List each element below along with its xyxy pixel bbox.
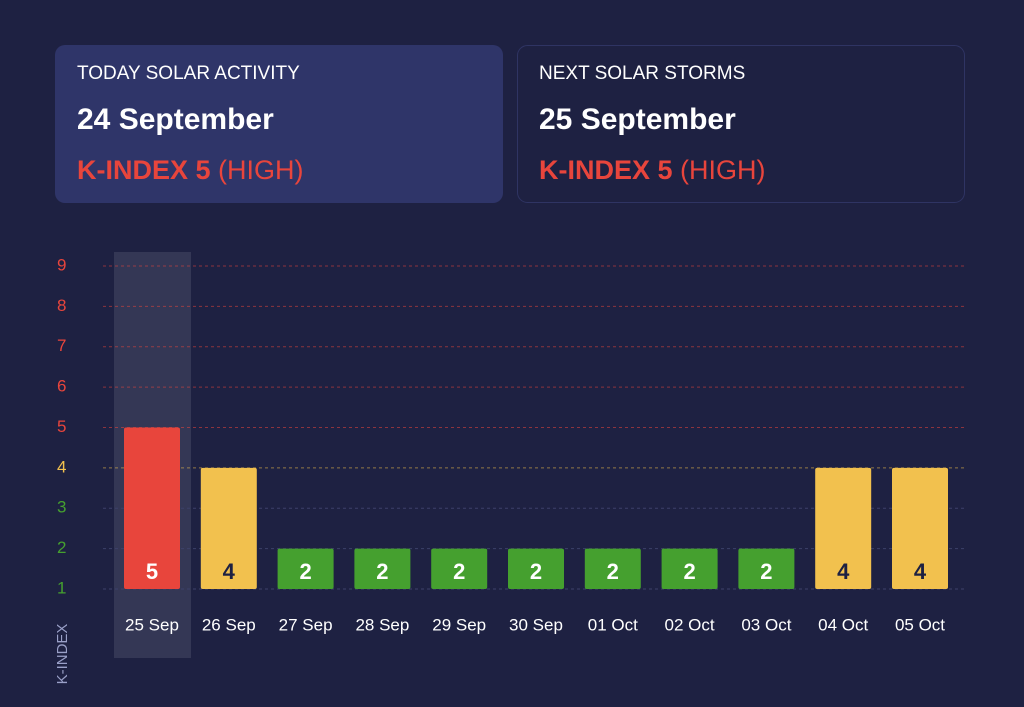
y-tick-label: 9 <box>57 255 66 274</box>
bar <box>277 548 334 589</box>
card-index: K-INDEX 5 <box>77 155 211 185</box>
x-tick-label: 28 Sep <box>355 615 409 634</box>
value-label: 4 <box>914 559 927 584</box>
value-label: 2 <box>530 559 542 584</box>
y-tick-label: 4 <box>57 457 66 476</box>
card-heading: NEXT SOLAR STORMS <box>539 63 745 84</box>
card-heading: TODAY SOLAR ACTIVITY <box>77 63 300 84</box>
bar <box>661 548 718 589</box>
card-date: 24 September <box>77 103 274 136</box>
x-tick-label: 05 Oct <box>895 615 945 634</box>
y-tick-label: 3 <box>57 498 66 517</box>
bar <box>584 548 641 589</box>
bar <box>431 548 488 589</box>
y-tick-label: 2 <box>57 538 66 557</box>
bar <box>508 548 564 589</box>
bar <box>815 467 872 589</box>
card-date: 25 September <box>539 103 736 136</box>
bar <box>354 548 411 589</box>
y-axis-label: K-INDEX <box>54 624 71 685</box>
y-tick-label: 7 <box>57 336 66 355</box>
value-label: 4 <box>223 559 236 584</box>
x-tick-label: 25 Sep <box>125 615 179 634</box>
y-tick-label: 8 <box>57 296 66 315</box>
x-tick-label: 01 Oct <box>588 615 638 634</box>
x-tick-label: 26 Sep <box>202 615 256 634</box>
x-tick-label: 04 Oct <box>818 615 868 634</box>
card-index-line: K-INDEX 5 (HIGH) <box>539 155 766 185</box>
bar <box>200 467 257 589</box>
value-label: 5 <box>146 559 158 584</box>
bar <box>892 467 948 589</box>
x-tick-label: 30 Sep <box>509 615 563 634</box>
value-label: 2 <box>453 559 465 584</box>
y-tick-label: 6 <box>57 377 66 396</box>
x-tick-label: 02 Oct <box>665 615 715 634</box>
card-next <box>517 45 965 203</box>
x-tick-label: 27 Sep <box>279 615 333 634</box>
card-level: (HIGH) <box>218 155 303 185</box>
card-index: K-INDEX 5 <box>539 155 673 185</box>
value-label: 2 <box>299 559 311 584</box>
card-level: (HIGH) <box>680 155 765 185</box>
value-label: 2 <box>683 559 695 584</box>
y-tick-label: 1 <box>57 578 66 597</box>
bar <box>124 427 180 589</box>
x-tick-label: 03 Oct <box>741 615 791 634</box>
x-tick-label: 29 Sep <box>432 615 486 634</box>
value-label: 4 <box>837 559 850 584</box>
card-today <box>55 45 503 203</box>
card-index-line: K-INDEX 5 (HIGH) <box>77 155 304 185</box>
y-tick-label: 5 <box>57 417 66 436</box>
value-label: 2 <box>607 559 619 584</box>
value-label: 2 <box>376 559 388 584</box>
bar <box>738 548 795 589</box>
value-label: 2 <box>760 559 772 584</box>
